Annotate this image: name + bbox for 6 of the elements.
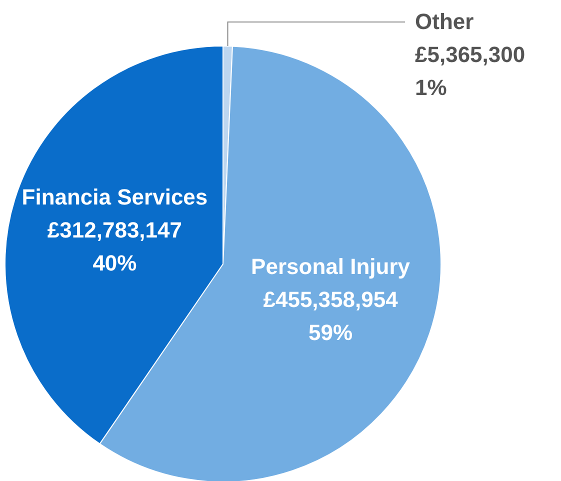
data-label: £455,358,954 59% [263,286,399,345]
data-label: £5,365,300 1% [415,42,526,100]
slice-label: Financia Services [22,184,208,210]
slice-label: Other [415,9,474,34]
slice-label: Personal Injury [251,254,411,279]
data-label: £312,783,147 40% [47,217,182,276]
